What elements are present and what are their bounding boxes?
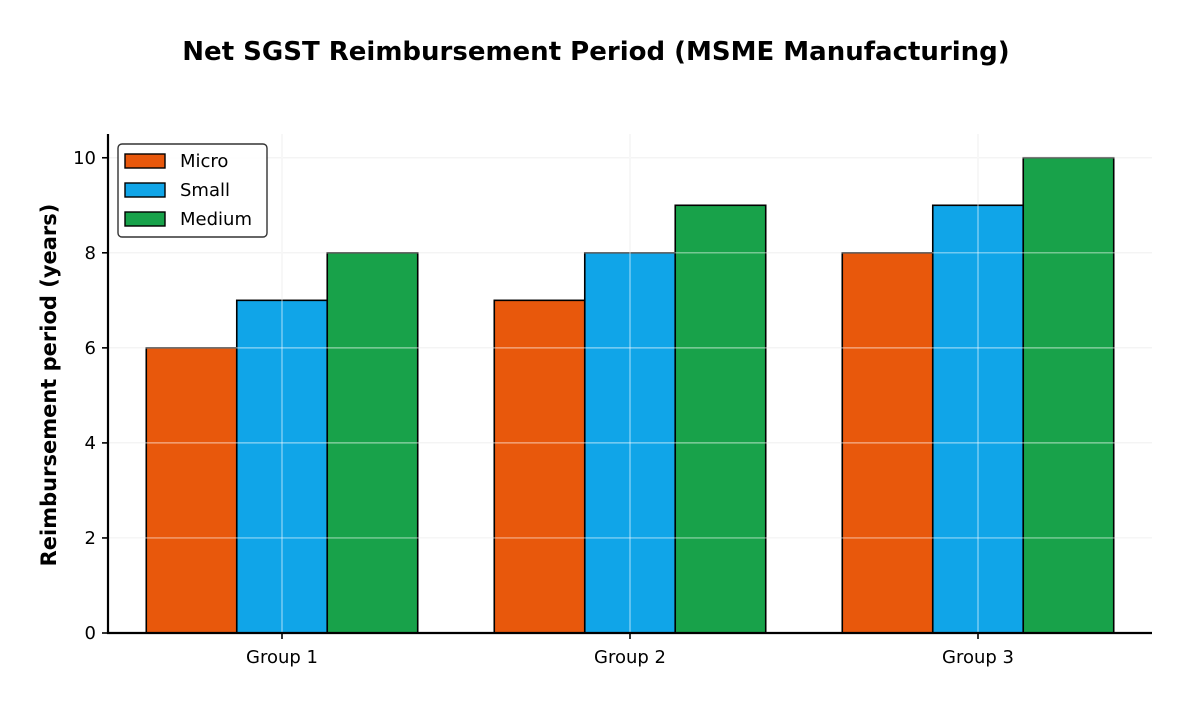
bar-medium-3: [1022, 156, 1115, 634]
bar-micro-2: [493, 299, 586, 634]
legend-label-small: Small: [180, 180, 230, 201]
y-tick-label: 2: [85, 528, 96, 549]
bar-medium-2: [674, 204, 767, 634]
y-tick-label: 10: [73, 148, 96, 169]
y-tick-label: 6: [85, 338, 96, 359]
y-tick-label: 0: [85, 623, 96, 644]
x-tick-label: Group 1: [246, 647, 318, 668]
x-tick-label: Group 2: [594, 647, 666, 668]
chart-title: Net SGST Reimbursement Period (MSME Manu…: [182, 37, 1009, 67]
y-axis-label: Reimbursement period (years): [37, 204, 61, 567]
legend-swatch-medium: [124, 211, 166, 227]
legend-swatch-small: [124, 182, 166, 198]
ticks-layer: 0 2 4 6 8 10 Group 1 Group 2 Group 3: [73, 148, 1014, 668]
y-tick-label: 4: [85, 433, 96, 454]
legend-label-medium: Medium: [180, 209, 252, 230]
legend-label-micro: Micro: [180, 151, 228, 172]
bar-micro-1: [145, 347, 238, 634]
legend-swatch-micro: [124, 153, 166, 169]
grid-over-layer: [108, 134, 1152, 633]
x-tick-label: Group 3: [942, 647, 1014, 668]
legend: Micro Small Medium: [117, 143, 268, 238]
y-tick-label: 8: [85, 243, 96, 264]
